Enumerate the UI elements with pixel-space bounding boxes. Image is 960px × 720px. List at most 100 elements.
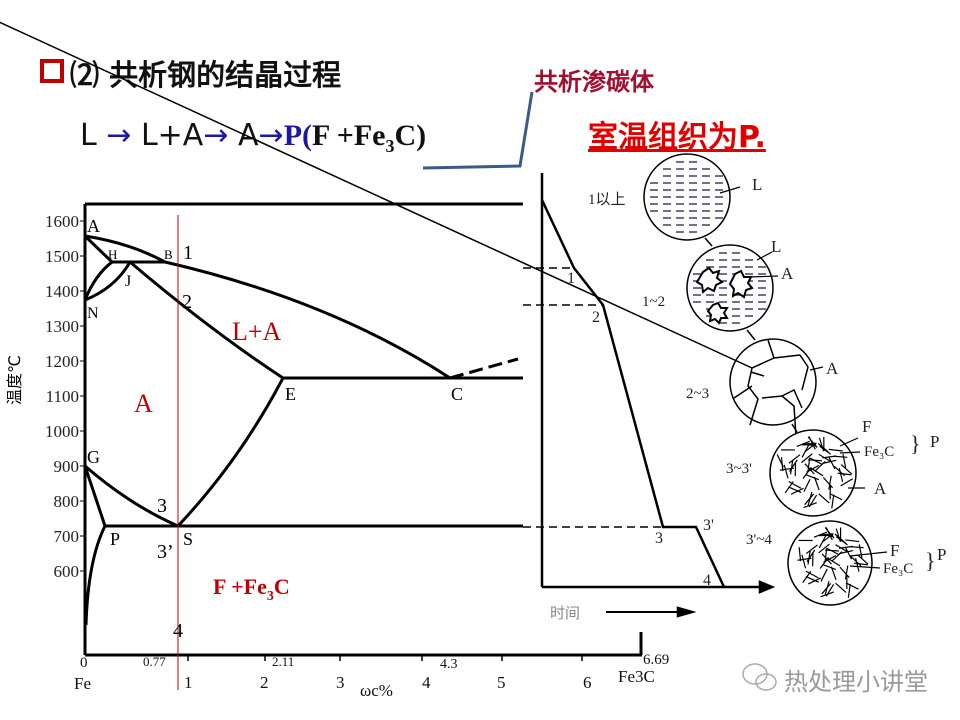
alloy-point-3: 3 xyxy=(157,495,167,517)
y-tick-label: 600 xyxy=(54,562,80,581)
x-tick-4: 4 xyxy=(422,673,431,692)
svg-text:3': 3' xyxy=(703,517,714,534)
y-tick-label: 1000 xyxy=(45,422,79,441)
point-b: B xyxy=(164,247,173,262)
svg-text:3: 3 xyxy=(655,530,663,547)
y-tick-label: 1100 xyxy=(46,387,79,406)
point-g: G xyxy=(87,447,100,467)
arrow: → xyxy=(106,118,132,153)
stage-labels: 1以上 L 1~2 L A 2~3 A 3~3' F Fe₃C } P A 3'… xyxy=(588,175,946,577)
micro-pearlite xyxy=(787,520,873,606)
y-tick-label: 800 xyxy=(54,492,80,511)
liquidus-abc xyxy=(84,234,451,380)
x-tick-0: 0 xyxy=(80,655,88,671)
x-tick-6: 6 xyxy=(583,673,592,692)
x-mark-211: 2.11 xyxy=(272,654,294,669)
y-tick-label: 1200 xyxy=(45,352,79,371)
point-j: J xyxy=(125,273,131,290)
watermark-text: 热处理小讲堂 xyxy=(784,668,928,696)
eutectoid-cementite-note: 共析渗碳体 xyxy=(534,68,654,96)
x-ticks: 0 Fe 0.77 2.11 4.3 1 2 3 4 5 6 ωc% 6.69 … xyxy=(74,652,669,700)
stage-label: 3~3' xyxy=(726,461,752,477)
brace: } xyxy=(925,548,936,573)
phase-label: F xyxy=(890,541,899,560)
phase-label: Fe₃C xyxy=(883,561,913,577)
alloy-point-4: 4 xyxy=(173,620,183,642)
red-square-bullet-icon xyxy=(40,59,64,83)
y-tick-label: 1300 xyxy=(45,317,79,336)
phase-label: Fe₃C xyxy=(864,444,894,460)
dashed-extension xyxy=(449,357,519,380)
x-tick-marks xyxy=(187,655,583,661)
line-gp xyxy=(83,465,107,527)
stage-label: 1以上 xyxy=(588,191,626,208)
point-labels: A H J B N E C G P S 1 2 3 3’ 4 xyxy=(87,216,463,642)
result-tail: C) xyxy=(394,119,427,152)
point-p: P xyxy=(110,529,120,549)
point-s: S xyxy=(183,529,193,549)
point-a: A xyxy=(87,216,100,236)
stage-label: 2~3 xyxy=(686,386,709,402)
step-a: A xyxy=(238,118,259,153)
stage-label: 1~2 xyxy=(642,294,665,310)
point-h: H xyxy=(108,247,117,262)
solidus-je xyxy=(129,260,284,380)
room-temp-structure: 室温组织为P. xyxy=(588,120,766,155)
micro-austenite xyxy=(0,21,817,437)
line-pq xyxy=(84,525,107,626)
svg-text:1: 1 xyxy=(567,270,575,287)
x-tick-669: 6.69 xyxy=(643,652,669,668)
microstructures xyxy=(0,21,888,606)
y-tick-label: 1500 xyxy=(45,247,79,266)
x-tick-2: 2 xyxy=(260,673,269,692)
y-axis-label: 温度℃ xyxy=(5,355,24,405)
cooling-line xyxy=(540,199,726,588)
point-e: E xyxy=(285,384,296,404)
alloy-point-3prime: 3’ xyxy=(157,541,174,563)
x-tick-3: 3 xyxy=(336,673,345,692)
x-tick-5: 5 xyxy=(497,673,506,692)
result-f-fe: F +Fe xyxy=(312,119,386,152)
region-f-fe3c: F +Fe3C xyxy=(213,574,290,604)
brace: } xyxy=(910,431,921,456)
region-a: A xyxy=(134,389,153,418)
result-sub: 3 xyxy=(385,136,395,156)
micro-pearlite-austenite xyxy=(769,429,857,517)
y-ticks: 1600 1500 1400 1300 1200 1100 1000 900 800 700 600 xyxy=(45,212,85,581)
line-nh xyxy=(83,260,113,301)
time-label: 时间 xyxy=(550,604,580,622)
micro-liquid xyxy=(643,153,731,241)
svg-text:4: 4 xyxy=(703,572,711,589)
x-axis-label: ωc% xyxy=(360,681,393,700)
stage-label: 3'~4 xyxy=(746,532,772,548)
x-label-fe: Fe xyxy=(74,674,91,693)
line-nj xyxy=(84,261,132,302)
phase-label: F xyxy=(862,417,871,436)
group-label: P xyxy=(937,545,946,564)
phase-label: L xyxy=(771,237,781,256)
phase-label: L xyxy=(752,175,762,194)
wechat-icon xyxy=(742,663,777,691)
x-tick-1: 1 xyxy=(184,673,193,692)
group-label: P xyxy=(930,432,939,451)
line-se xyxy=(176,377,285,528)
step-l-a: L+A xyxy=(140,118,204,153)
x-mark-43: 4.3 xyxy=(440,657,458,672)
phase-label: A xyxy=(826,359,839,378)
cooling-curve xyxy=(523,173,776,618)
arrow: → xyxy=(203,118,229,153)
point-c: C xyxy=(451,384,463,404)
phase-label: A xyxy=(781,264,794,283)
svg-text:2: 2 xyxy=(592,309,600,326)
y-tick-label: 900 xyxy=(54,457,80,476)
transformation-formula: L → L+A→ A→P(F +Fe3C) xyxy=(80,118,426,157)
result-p: P( xyxy=(283,119,313,152)
x-mark-077: 0.77 xyxy=(143,654,166,669)
x-label-fe3c: Fe3C xyxy=(618,667,655,686)
cooling-point-labels: 1 2 3 3' 4 xyxy=(567,270,714,589)
alloy-point-1: 1 xyxy=(183,242,193,264)
line-gs xyxy=(84,464,179,528)
region-labels: A L+A F +Fe3C xyxy=(134,317,290,604)
